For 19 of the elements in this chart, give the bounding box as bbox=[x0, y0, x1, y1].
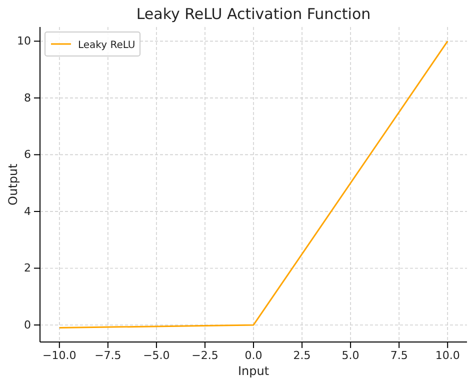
x-tick-label: −2.5 bbox=[192, 348, 218, 362]
y-tick-label: 8 bbox=[24, 91, 31, 104]
chart-title: Leaky ReLU Activation Function bbox=[136, 5, 371, 23]
x-tick-label: −7.5 bbox=[94, 348, 122, 362]
x-tick-label: −10.0 bbox=[42, 348, 76, 362]
x-tick-label: −5.0 bbox=[143, 348, 170, 362]
x-tick-label: 0.0 bbox=[244, 348, 262, 362]
y-tick-label: 10 bbox=[17, 34, 31, 48]
y-axis-title: Output bbox=[6, 163, 20, 206]
x-tick-label: 10.0 bbox=[435, 348, 460, 362]
y-tick-label: 2 bbox=[24, 262, 31, 275]
legend-label: Leaky ReLU bbox=[78, 40, 136, 51]
x-tick-label: 5.0 bbox=[342, 348, 360, 362]
y-tick-label: 6 bbox=[24, 148, 31, 162]
x-tick-label: 7.5 bbox=[390, 348, 408, 362]
y-tick-label: 0 bbox=[24, 318, 31, 332]
x-axis-title: Input bbox=[238, 364, 270, 378]
x-tick-label: 2.5 bbox=[293, 348, 311, 362]
y-tick-label: 4 bbox=[24, 204, 31, 218]
